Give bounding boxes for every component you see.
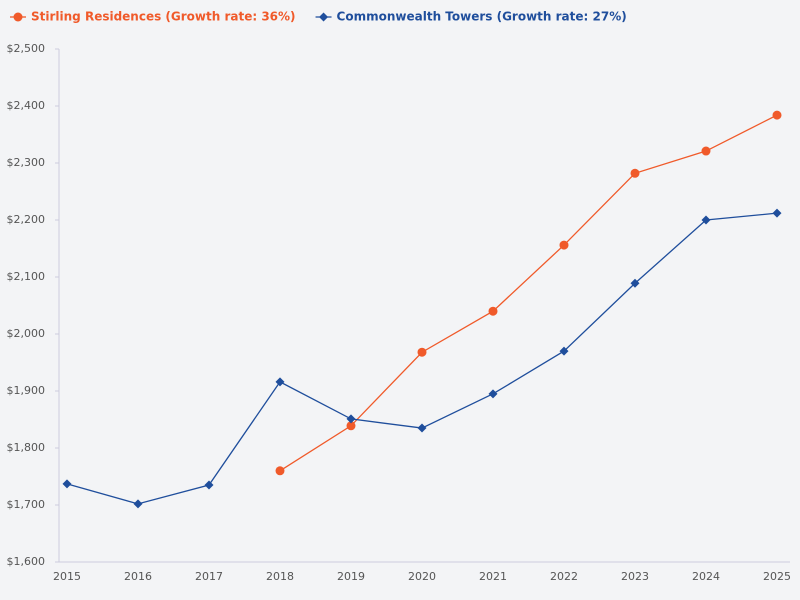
x-tick-label: 2025 — [763, 570, 791, 583]
data-point — [488, 306, 498, 316]
data-point — [346, 421, 356, 431]
data-point — [488, 389, 498, 399]
data-point — [772, 208, 782, 218]
data-point — [275, 466, 285, 476]
data-point — [630, 168, 640, 178]
y-tick-label: $2,500 — [7, 42, 46, 55]
y-tick-label: $2,100 — [7, 270, 46, 283]
y-tick-label: $2,400 — [7, 99, 46, 112]
x-tick-label: 2024 — [692, 570, 720, 583]
data-point — [772, 110, 782, 120]
data-point — [417, 423, 427, 433]
y-tick-label: $1,600 — [7, 555, 46, 568]
data-point — [133, 499, 143, 509]
y-tick-label: $2,300 — [7, 156, 46, 169]
data-point — [62, 479, 72, 489]
data-point — [417, 347, 427, 357]
legend-marker — [319, 12, 329, 22]
data-point — [559, 240, 569, 250]
x-tick-label: 2023 — [621, 570, 649, 583]
legend-marker — [13, 12, 23, 22]
x-tick-label: 2017 — [195, 570, 223, 583]
x-tick-label: 2020 — [408, 570, 436, 583]
y-tick-label: $1,900 — [7, 384, 46, 397]
y-tick-label: $1,700 — [7, 498, 46, 511]
y-tick-label: $2,000 — [7, 327, 46, 340]
series-line — [279, 114, 778, 472]
data-point — [346, 414, 356, 424]
x-tick-label: 2016 — [124, 570, 152, 583]
x-tick-label: 2015 — [53, 570, 81, 583]
y-tick-label: $1,800 — [7, 441, 46, 454]
legend-label: Commonwealth Towers (Growth rate: 27%) — [337, 10, 627, 24]
x-tick-label: 2022 — [550, 570, 578, 583]
x-tick-label: 2018 — [266, 570, 294, 583]
x-tick-label: 2021 — [479, 570, 507, 583]
y-tick-label: $2,200 — [7, 213, 46, 226]
data-point — [701, 146, 711, 156]
data-point — [630, 278, 640, 288]
data-point — [275, 377, 285, 387]
x-tick-label: 2019 — [337, 570, 365, 583]
legend-label: Stirling Residences (Growth rate: 36%) — [31, 10, 296, 24]
data-point — [204, 480, 214, 490]
data-point — [559, 346, 569, 356]
data-point — [701, 215, 711, 225]
